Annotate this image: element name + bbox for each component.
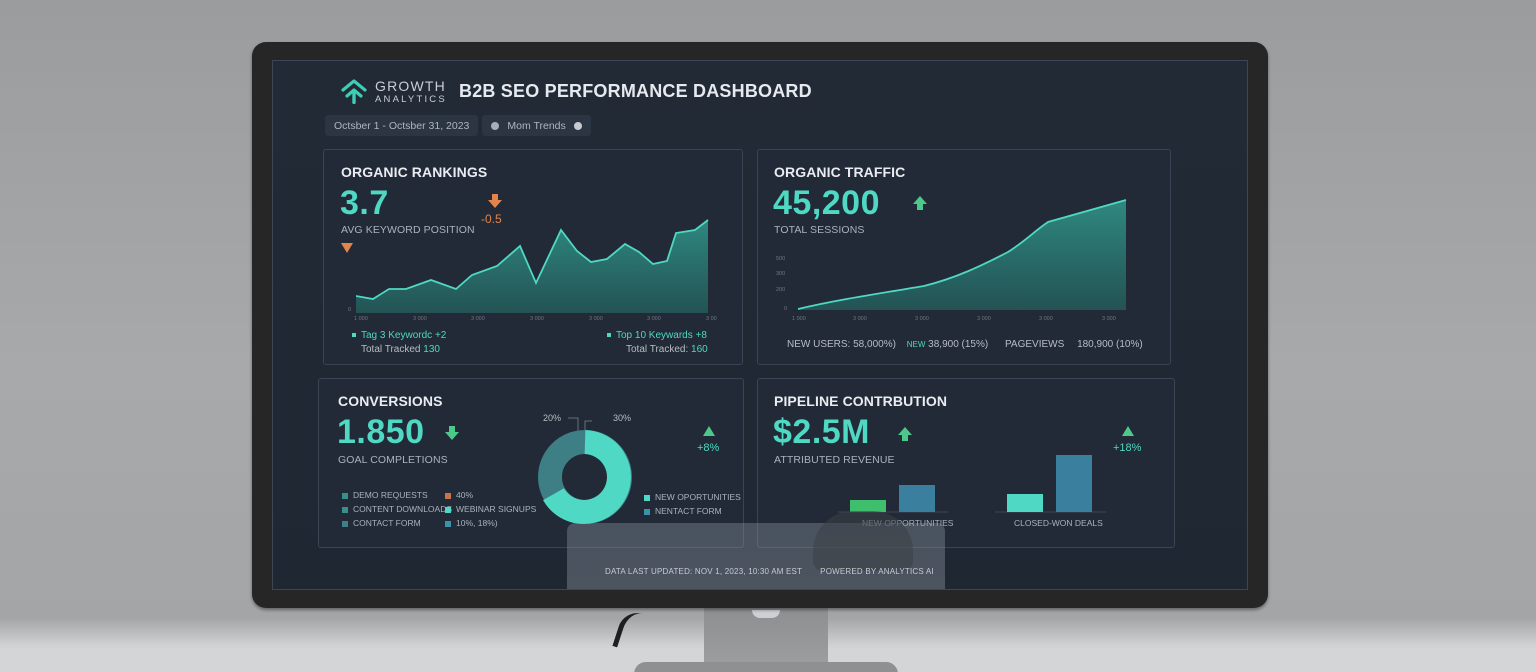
- legend-item: 10%, 18%): [445, 518, 498, 528]
- y-tick: 0: [348, 307, 352, 313]
- pipeline-bar-chart[interactable]: [838, 449, 1158, 513]
- mom-trends-toggle[interactable]: Mom Trends: [482, 115, 591, 136]
- house-arrow-icon: [341, 79, 367, 104]
- bar-group-label: CLOSED-WON DEALS: [1014, 518, 1103, 528]
- goal-completions-value: 1.850: [337, 413, 425, 451]
- legend-item: NEW OPORTUNITIES: [644, 492, 741, 502]
- hand-reflection: [813, 511, 913, 571]
- total-sessions-value: 45,200: [773, 184, 880, 222]
- y-tick: 500: [776, 256, 786, 262]
- conversions-donut-chart[interactable]: [534, 415, 634, 525]
- brand-logo[interactable]: GROWTH ANALYTICS: [341, 77, 447, 107]
- x-tick: 3 000: [471, 316, 485, 322]
- card-title: PIPELINE CONTRBUTION: [774, 393, 948, 409]
- date-range-picker[interactable]: Octsber 1 - Octsber 31, 2023: [325, 115, 479, 136]
- y-tick: 0: [784, 306, 788, 312]
- x-tick: 3 000: [589, 316, 603, 322]
- date-range-label: Octsber 1 - Octsber 31, 2023: [334, 119, 470, 132]
- legend-item: NENTACT FORM: [644, 506, 722, 516]
- triangle-up-icon: [703, 426, 715, 436]
- triangle-up-icon: [1122, 426, 1134, 436]
- triangle-down-icon: [341, 243, 353, 253]
- toggle-knob-icon: [573, 121, 582, 130]
- avg-position-label: AVG KEYWORD POSITION: [341, 224, 475, 236]
- x-tick: 1 000: [792, 316, 806, 322]
- dashboard-screen: GROWTH ANALYTICS B2B SEO PERFORMANCE DAS…: [272, 60, 1248, 590]
- x-tick: 3 000: [1102, 316, 1116, 322]
- top10-total-tracked: Total Tracked: 160: [626, 344, 708, 355]
- x-tick: 3 000: [853, 316, 867, 322]
- donut-label-right: 30%: [613, 413, 632, 423]
- organic-traffic-card[interactable]: ORGANIC TRAFFIC 45,200 TOTAL SESSIONS 50…: [757, 149, 1171, 365]
- legend-item: CONTENT DOWNLOADS: [342, 504, 452, 514]
- monitor-cable: [612, 607, 644, 653]
- rankings-area-chart[interactable]: [356, 205, 724, 313]
- total-sessions-label: TOTAL SESSIONS: [774, 224, 865, 236]
- rank-delta: -0.5: [481, 212, 502, 226]
- toggle-dot-icon: [491, 121, 500, 130]
- y-tick: 200: [776, 287, 786, 293]
- powered-by-text: POWERED BY ANALYTICS AI: [820, 567, 934, 576]
- organic-rankings-card[interactable]: ORGANIC RANKINGS 3.7 AVG KEYWORD POSITIO…: [323, 149, 743, 365]
- legend-item: 40%: [445, 490, 473, 500]
- page-title: B2B SEO PERFORMANCE DASHBOARD: [459, 81, 812, 101]
- last-updated-text: DATA LAST UPDATED: NOV 1, 2023, 10:30 AM…: [605, 567, 803, 576]
- attributed-revenue-label: ATTRIBUTED REVENUE: [774, 454, 895, 466]
- dashboard-footer: DATA LAST UPDATED: NOV 1, 2023, 10:30 AM…: [605, 567, 934, 576]
- x-tick: 3 000: [413, 316, 427, 322]
- arrow-up-icon: [898, 427, 912, 441]
- filter-bar: Octsber 1 - Octsber 31, 2023 Mom Trends: [325, 115, 591, 136]
- monitor-stand-base: [634, 662, 898, 672]
- traffic-area-chart[interactable]: [796, 198, 1132, 312]
- arrow-down-icon: [445, 426, 459, 440]
- legend-item: WEBINAR SIGNUPS: [445, 504, 536, 514]
- x-tick: 3 000: [530, 316, 544, 322]
- x-tick: 3 000: [977, 316, 991, 322]
- pipeline-card[interactable]: PIPELINE CONTRBUTION $2.5M ATTRIBUTED RE…: [757, 378, 1175, 548]
- x-tick: 3 000: [1039, 316, 1053, 322]
- goal-completions-label: GOAL COMPLETIONS: [338, 454, 448, 466]
- legend-item: DEMO REQUESTS: [342, 490, 428, 500]
- x-tick: 3 000: [915, 316, 929, 322]
- x-tick: 3 000: [647, 316, 661, 322]
- x-tick: 3 00: [706, 316, 717, 322]
- top3-keywords-stat: Tag 3 Keywordc +2: [352, 330, 446, 341]
- legend-item: CONTACT FORM: [342, 518, 421, 528]
- avg-position-value: 3.7: [340, 184, 389, 222]
- brand-subname: ANALYTICS: [375, 94, 447, 106]
- traffic-stats-row: NEW USERS: 58,000%) NEW 38,900 (15%) PAG…: [787, 339, 1143, 350]
- conversions-change: +8%: [697, 442, 720, 454]
- top10-keywords-stat: Top 10 Keywards +8: [607, 330, 707, 341]
- conversions-card[interactable]: CONVERSIONS 1.850 GOAL COMPLETIONS DEMO …: [318, 378, 744, 548]
- card-title: ORGANIC TRAFFIC: [774, 164, 906, 180]
- top3-total-tracked: Total Tracked 130: [361, 344, 440, 355]
- trend-toggle-label: Mom Trends: [507, 119, 566, 132]
- donut-label-left: 20%: [543, 413, 562, 423]
- card-title: ORGANIC RANKINGS: [341, 164, 488, 180]
- card-title: CONVERSIONS: [338, 393, 443, 409]
- pipeline-change: +18%: [1113, 442, 1142, 454]
- brand-name: GROWTH: [375, 78, 446, 95]
- y-tick: 300: [776, 271, 786, 277]
- attributed-revenue-value: $2.5M: [773, 413, 870, 451]
- monitor-bezel: GROWTH ANALYTICS B2B SEO PERFORMANCE DAS…: [252, 42, 1268, 608]
- arrow-down-icon: [488, 194, 502, 208]
- arrow-up-icon: [913, 196, 927, 210]
- x-tick: 1 000: [354, 316, 368, 322]
- stand-cable-notch: [752, 610, 780, 618]
- bar-group-label: NEW OPPORTUNITIES: [862, 518, 953, 528]
